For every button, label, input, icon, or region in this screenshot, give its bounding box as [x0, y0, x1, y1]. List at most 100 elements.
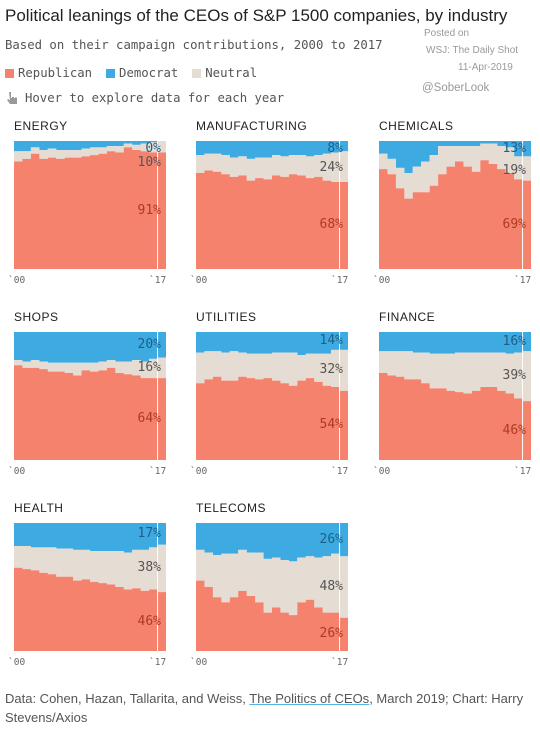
value-label-republican-finance: 46%	[502, 422, 526, 438]
page-subtitle: Based on their campaign contributions, 2…	[5, 38, 383, 52]
panel-title-finance: FINANCE	[379, 310, 436, 324]
area-democrat-manufacturing	[196, 141, 348, 159]
area-chart-finance[interactable]	[379, 332, 531, 460]
panel-title-health: HEALTH	[14, 501, 64, 515]
panel-title-shops: SHOPS	[14, 310, 59, 324]
posted-on-text: Posted on	[424, 28, 470, 39]
area-republican-finance	[379, 372, 531, 460]
tick-label-start-manufacturing: `00	[190, 275, 208, 286]
legend-item-republican: Republican	[5, 66, 92, 80]
panel-title-chemicals: CHEMICALS	[379, 119, 454, 133]
area-democrat-chemicals	[379, 141, 531, 173]
value-label-neutral-telecoms: 48%	[319, 579, 343, 594]
value-label-neutral-manufacturing: 24%	[319, 160, 343, 176]
value-label-democrat-chemicals: 13%	[502, 141, 526, 156]
area-chart-chemicals[interactable]	[379, 141, 531, 269]
tick-label-start-energy: `00	[8, 275, 26, 286]
footer-prefix: Data: Cohen, Hazan, Tallarita, and Weiss…	[5, 691, 250, 706]
area-democrat-telecoms	[196, 523, 348, 562]
value-label-republican-shops: 64%	[137, 411, 161, 427]
value-label-republican-energy: 91%	[137, 202, 161, 218]
twitter-handle: @SoberLook	[422, 82, 490, 94]
footer-credit: Data: Cohen, Hazan, Tallarita, and Weiss…	[5, 689, 535, 727]
value-label-republican-manufacturing: 68%	[319, 217, 343, 233]
area-chart-telecoms[interactable]	[196, 523, 348, 651]
panel-title-energy: ENERGY	[14, 119, 68, 133]
area-neutral-utilities	[196, 349, 348, 391]
area-republican-chemicals	[379, 160, 531, 269]
value-label-democrat-energy: 0%	[145, 141, 161, 156]
tick-label-start-health: `00	[8, 657, 26, 668]
tick-label-end-energy: `17	[149, 275, 167, 286]
area-republican-telecoms	[196, 580, 348, 651]
area-republican-energy	[14, 147, 166, 269]
tick-label-start-utilities: `00	[190, 466, 208, 477]
area-republican-shops	[14, 365, 166, 460]
value-label-democrat-utilities: 14%	[319, 332, 343, 348]
area-neutral-manufacturing	[196, 151, 348, 182]
value-label-democrat-health: 17%	[137, 525, 161, 541]
area-democrat-energy	[14, 141, 166, 152]
value-label-democrat-telecoms: 26%	[319, 531, 343, 547]
value-label-neutral-chemicals: 19%	[502, 162, 526, 178]
legend-item-neutral: Neutral	[192, 66, 257, 80]
tick-label-end-telecoms: `17	[331, 657, 349, 668]
tick-label-start-telecoms: `00	[190, 657, 208, 668]
tick-label-end-health: `17	[149, 657, 167, 668]
tick-label-end-utilities: `17	[331, 466, 349, 477]
area-neutral-shops	[14, 357, 166, 379]
area-chart-utilities[interactable]	[196, 332, 348, 460]
area-chart-health[interactable]	[14, 523, 166, 651]
area-neutral-finance	[379, 351, 531, 402]
source-wsj-text: WSJ: The Daily Shot	[426, 45, 519, 56]
area-republican-health	[14, 567, 166, 651]
legend-label-neutral: Neutral	[205, 66, 258, 80]
value-label-democrat-shops: 20%	[137, 336, 161, 352]
panel-title-utilities: UTILITIES	[196, 310, 257, 324]
area-republican-manufacturing	[196, 170, 348, 269]
tick-label-start-finance: `00	[373, 466, 391, 477]
value-label-neutral-finance: 39%	[502, 368, 526, 384]
pointing-hand-icon	[7, 92, 17, 104]
value-label-neutral-energy: 10%	[137, 155, 161, 170]
posted-date-text: 11-Apr-2019	[458, 62, 513, 73]
tick-label-end-manufacturing: `17	[331, 275, 349, 286]
legend: Republican Democrat Neutral	[5, 66, 257, 80]
value-label-republican-telecoms: 26%	[319, 626, 343, 642]
legend-label-democrat: Democrat	[119, 66, 179, 80]
page-title: Political leanings of the CEOs of S&P 15…	[5, 6, 508, 25]
legend-swatch-republican	[5, 68, 14, 78]
area-chart-energy[interactable]	[14, 141, 166, 269]
area-democrat-finance	[379, 332, 531, 354]
area-neutral-health	[14, 544, 166, 593]
tick-label-end-finance: `17	[514, 466, 532, 477]
legend-label-republican: Republican	[18, 66, 93, 80]
area-democrat-shops	[14, 332, 166, 363]
area-neutral-telecoms	[196, 549, 348, 618]
legend-swatch-neutral	[192, 68, 202, 78]
area-chart-shops[interactable]	[14, 332, 166, 460]
source-link[interactable]: The Politics of CEOs	[249, 691, 370, 706]
panel-title-telecoms: TELECOMS	[196, 501, 267, 515]
value-label-neutral-health: 38%	[137, 560, 161, 576]
tick-label-end-chemicals: `17	[514, 275, 532, 286]
hover-hint: Hover to explore data for each year	[5, 91, 284, 105]
legend-swatch-democrat	[106, 68, 116, 78]
value-label-neutral-utilities: 32%	[319, 362, 343, 378]
value-label-republican-chemicals: 69%	[502, 216, 526, 232]
area-democrat-health	[14, 523, 166, 553]
value-label-democrat-finance: 16%	[502, 333, 526, 349]
value-label-neutral-shops: 16%	[137, 359, 161, 375]
hover-hint-text: Hover to explore data for each year	[25, 91, 285, 105]
tick-label-start-shops: `00	[8, 466, 26, 477]
area-neutral-chemicals	[379, 143, 531, 199]
tick-label-end-shops: `17	[149, 466, 167, 477]
tick-label-start-chemicals: `00	[373, 275, 391, 286]
area-republican-utilities	[196, 376, 348, 460]
area-neutral-energy	[14, 141, 166, 162]
area-chart-manufacturing[interactable]	[196, 141, 348, 269]
value-label-democrat-manufacturing: 8%	[327, 141, 343, 156]
panel-title-manufacturing: MANUFACTURING	[196, 119, 308, 133]
legend-item-democrat: Democrat	[106, 66, 178, 80]
area-democrat-utilities	[196, 332, 348, 356]
